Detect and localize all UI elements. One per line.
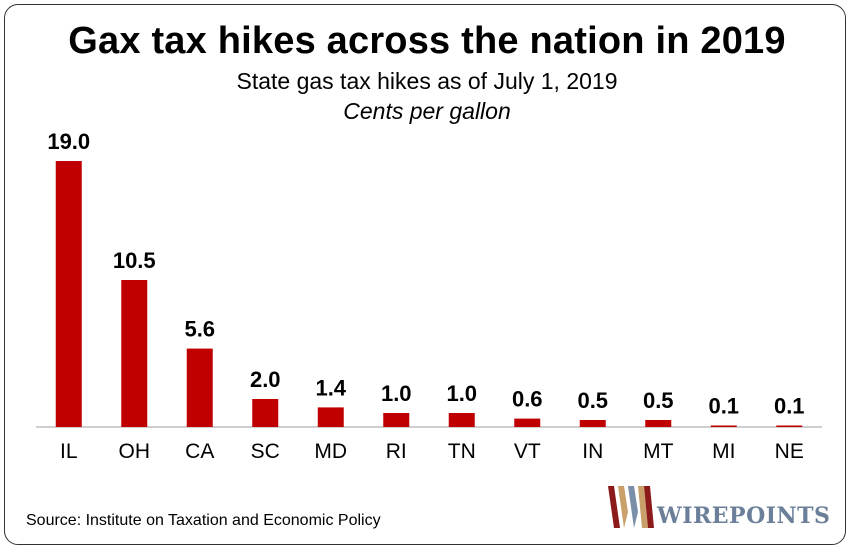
x-tick-label-mt: MT	[643, 440, 673, 463]
data-label-ri: 1.0	[381, 381, 412, 406]
x-tick-label-ne: NE	[775, 440, 804, 463]
chart-title: Gax tax hikes across the nation in 2019	[68, 20, 786, 62]
data-label-md: 1.4	[315, 375, 346, 400]
data-label-mt: 0.5	[643, 388, 674, 413]
x-tick-label-il: IL	[60, 440, 78, 463]
bar-il	[55, 161, 82, 427]
data-label-ne: 0.1	[774, 394, 805, 419]
data-label-il: 19.0	[47, 129, 90, 154]
x-tick-label-ri: RI	[386, 440, 407, 463]
chart-frame	[4, 4, 846, 545]
data-label-sc: 2.0	[250, 367, 281, 392]
x-tick-label-ca: CA	[185, 440, 214, 463]
unit-label: Cents per gallon	[343, 98, 511, 124]
bar-in	[579, 420, 606, 427]
data-label-tn: 1.0	[446, 381, 477, 406]
wirepoints-logo-text: WIREPOINTS	[657, 503, 831, 529]
data-label-vt: 0.6	[512, 387, 543, 412]
x-tick-label-md: MD	[314, 440, 347, 463]
data-label-ca: 5.6	[184, 317, 215, 342]
bar-mt	[645, 420, 672, 427]
bar-mi	[710, 425, 737, 427]
bar-sc	[252, 399, 279, 427]
bar-tn	[448, 413, 475, 427]
bar-ri	[383, 413, 410, 427]
x-tick-label-tn: TN	[448, 440, 476, 463]
bar-md	[317, 407, 344, 427]
x-tick-label-mi: MI	[712, 440, 735, 463]
chart-subtitle: State gas tax hikes as of July 1, 2019	[236, 68, 618, 94]
x-tick-label-vt: VT	[514, 440, 541, 463]
bar-ne	[776, 425, 803, 427]
x-tick-label-oh: OH	[119, 440, 151, 463]
source-note: Source: Institute on Taxation and Econom…	[26, 512, 381, 529]
bar-oh	[121, 280, 148, 427]
x-tick-label-in: IN	[582, 440, 603, 463]
x-tick-label-sc: SC	[251, 440, 280, 463]
bar-vt	[514, 418, 541, 427]
data-label-in: 0.5	[577, 388, 608, 413]
data-label-mi: 0.1	[708, 394, 739, 419]
bar-ca	[186, 348, 213, 427]
data-label-oh: 10.5	[113, 248, 156, 273]
wirepoints-logo-icon	[608, 486, 654, 528]
